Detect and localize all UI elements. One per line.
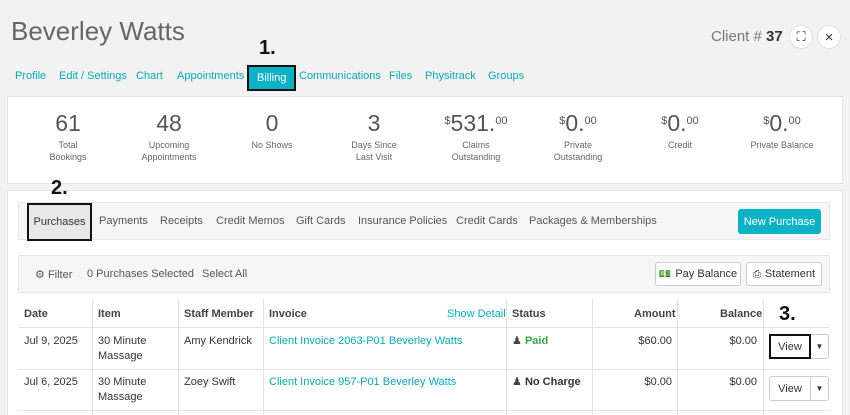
subtab-gift-cards[interactable]: Gift Cards	[296, 215, 346, 227]
stats-panel: 61 Total Bookings 48 Upcoming Appointmen…	[7, 96, 843, 184]
view-button[interactable]: View	[769, 376, 811, 401]
row-balance: $0.00	[729, 335, 757, 347]
row-date: Jul 9, 2025	[24, 335, 78, 347]
stat-claims-outstanding: $531.00 Claims Outstanding	[444, 110, 508, 162]
tab-physitrack[interactable]: Physitrack	[425, 70, 476, 82]
user-icon: ♟	[512, 335, 522, 347]
row-staff: Zoey Swift	[184, 376, 236, 388]
tab-appointments[interactable]: Appointments	[177, 70, 245, 82]
billing-subtabs	[18, 202, 830, 240]
tab-communications[interactable]: Communications	[299, 70, 381, 82]
column-header-item[interactable]: Item	[98, 308, 121, 320]
row-item: 30 Minute	[98, 376, 147, 388]
stat-total-bookings: 61 Total Bookings	[49, 110, 87, 162]
annotation-marker-3: 3.	[779, 303, 796, 325]
subtab-payments[interactable]: Payments	[99, 215, 148, 227]
filter-button[interactable]: ⚙ Filter	[35, 269, 73, 281]
row-date: Jul 6, 2025	[24, 376, 78, 388]
select-all-button[interactable]: Select All	[202, 268, 248, 280]
new-purchase-button[interactable]: New Purchase	[738, 209, 821, 234]
subtab-receipts[interactable]: Receipts	[160, 215, 203, 227]
column-header-staff[interactable]: Staff Member	[184, 308, 254, 320]
row-invoice-link[interactable]: Client Invoice 2063-P01 Beverley Watts	[269, 335, 463, 347]
row-item: 30 Minute	[98, 335, 147, 347]
chevron-down-icon[interactable]: ▼	[811, 334, 829, 359]
row-item: Massage	[98, 391, 143, 403]
tab-groups[interactable]: Groups	[488, 70, 525, 82]
purchases-selected-count: 0 Purchases Selected	[87, 268, 195, 280]
stat-private-outstanding: $0.00 Private Outstanding	[553, 110, 603, 162]
subtab-purchases[interactable]: Purchases	[27, 203, 92, 241]
client-number: 37	[766, 28, 783, 45]
pay-balance-button[interactable]: 💵 Pay Balance	[655, 262, 741, 286]
subtab-credit-cards[interactable]: Credit Cards	[456, 215, 518, 227]
column-header-amount[interactable]: Amount	[634, 308, 676, 320]
stat-private-balance: $0.00 Private Balance	[750, 110, 814, 150]
printer-icon: ⎙	[752, 268, 761, 280]
row-invoice-link[interactable]: Client Invoice 957-P01 Beverley Watts	[269, 376, 457, 388]
tab-files[interactable]: Files	[389, 70, 413, 82]
row-amount: $60.00	[638, 335, 672, 347]
tab-edit-settings[interactable]: Edit / Settings	[59, 70, 127, 82]
stat-credit: $0.00 Credit	[661, 110, 699, 150]
tab-billing[interactable]: Billing	[247, 65, 297, 91]
row-balance: $0.00	[729, 376, 757, 388]
column-header-invoice[interactable]: Invoice	[269, 308, 307, 320]
client-name: Beverley Watts	[11, 16, 185, 46]
chevron-down-icon[interactable]: ▼	[811, 376, 829, 401]
column-header-balance[interactable]: Balance	[720, 308, 763, 320]
stat-days-since-last-visit: 3 Days Since Last Visit	[351, 110, 397, 162]
row-amount: $0.00	[644, 376, 672, 388]
row-staff: Amy Kendrick	[184, 335, 252, 347]
tab-profile[interactable]: Profile	[15, 70, 47, 82]
stat-upcoming-appointments: 48 Upcoming Appointments	[141, 110, 197, 162]
annotation-marker-1: 1.	[259, 37, 276, 59]
show-detail-link[interactable]: Show Detail	[447, 308, 506, 320]
subtab-insurance-policies[interactable]: Insurance Policies	[358, 215, 448, 227]
column-header-date[interactable]: Date	[24, 308, 48, 320]
stat-no-shows: 0 No Shows	[251, 110, 293, 150]
expand-icon[interactable]: ⛶	[789, 25, 813, 49]
statement-button[interactable]: ⎙ Statement	[746, 262, 822, 286]
row-status: ♟ Paid	[512, 335, 549, 347]
subtab-packages-memberships[interactable]: Packages & Memberships	[529, 215, 657, 227]
tab-chart[interactable]: Chart	[136, 70, 163, 82]
column-header-status[interactable]: Status	[512, 308, 546, 320]
row-status: ♟ No Charge	[512, 376, 581, 388]
annotation-marker-2: 2.	[51, 177, 68, 199]
row-item: Massage	[98, 350, 143, 362]
close-icon[interactable]: ×	[817, 25, 841, 49]
subtab-credit-memos[interactable]: Credit Memos	[216, 215, 285, 227]
money-icon: 💵	[658, 268, 672, 280]
user-icon: ♟	[512, 376, 522, 388]
client-number-label: Client # 37	[711, 28, 783, 45]
view-button[interactable]: View	[769, 334, 811, 359]
gear-icon: ⚙	[35, 269, 45, 281]
